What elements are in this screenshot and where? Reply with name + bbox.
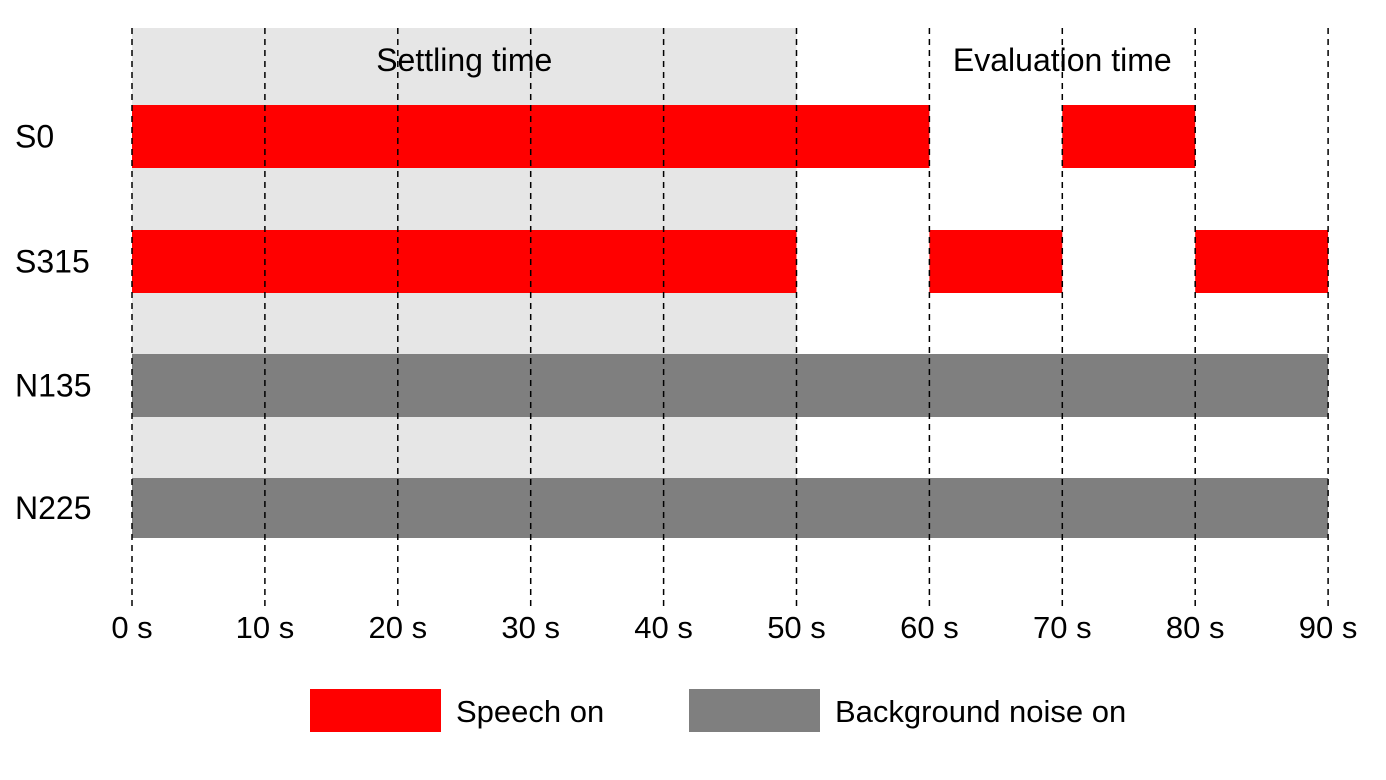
bar-s315-0 <box>132 230 797 293</box>
bar-n135-0 <box>132 354 1329 417</box>
tick-label-60: 60 s <box>900 610 959 645</box>
legend-swatch-noise <box>689 689 820 732</box>
tick-label-0: 0 s <box>111 610 152 645</box>
phase-labels: Settling time Evaluation time <box>376 42 1171 78</box>
legend-label-speech: Speech on <box>456 694 604 729</box>
tick-label-10: 10 s <box>236 610 295 645</box>
timeline-bars <box>132 105 1329 538</box>
tick-label-80: 80 s <box>1166 610 1225 645</box>
row-label-s0: S0 <box>15 119 54 155</box>
tick-label-70: 70 s <box>1033 610 1092 645</box>
row-label-s315: S315 <box>15 244 90 280</box>
tick-label-40: 40 s <box>634 610 693 645</box>
tick-label-30: 30 s <box>501 610 560 645</box>
tick-label-90: 90 s <box>1299 610 1358 645</box>
bar-s315-1 <box>929 230 1063 293</box>
row-label-n225: N225 <box>15 490 92 526</box>
time-axis-labels: 0 s 10 s 20 s 30 s 40 s 50 s 60 s 70 s 80 s 90 s <box>111 610 1357 645</box>
phase-label-1: Evaluation time <box>953 42 1172 78</box>
time-gridlines <box>131 28 1329 606</box>
tick-label-50: 50 s <box>767 610 826 645</box>
bar-s315-2 <box>1195 230 1329 293</box>
row-labels: S0 S315 N135 N225 <box>15 119 92 527</box>
legend-swatch-speech <box>310 689 441 732</box>
bar-s0-0 <box>132 105 930 168</box>
phase-label-0: Settling time <box>376 42 552 78</box>
bar-s0-1 <box>1062 105 1196 168</box>
row-label-n135: N135 <box>15 368 92 404</box>
tick-label-20: 20 s <box>368 610 427 645</box>
legend: Speech on Background noise on <box>310 689 1126 732</box>
legend-label-noise: Background noise on <box>835 694 1126 729</box>
bar-n225-0 <box>132 478 1329 538</box>
